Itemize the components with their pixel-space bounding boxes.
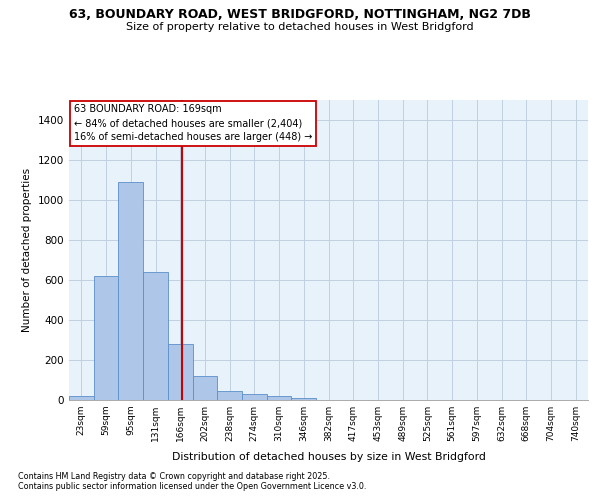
Bar [267, 396, 292, 400]
Bar [118, 182, 143, 400]
Text: Contains HM Land Registry data © Crown copyright and database right 2025.: Contains HM Land Registry data © Crown c… [18, 472, 330, 481]
Text: Contains public sector information licensed under the Open Government Licence v3: Contains public sector information licen… [18, 482, 367, 491]
Text: 63, BOUNDARY ROAD, WEST BRIDGFORD, NOTTINGHAM, NG2 7DB: 63, BOUNDARY ROAD, WEST BRIDGFORD, NOTTI… [69, 8, 531, 20]
Text: Distribution of detached houses by size in West Bridgford: Distribution of detached houses by size … [172, 452, 486, 462]
Bar [168, 344, 193, 400]
Bar [143, 272, 168, 400]
Bar [69, 396, 94, 400]
Bar [242, 394, 267, 400]
Bar [94, 276, 118, 400]
Bar [292, 398, 316, 400]
Bar [193, 376, 217, 400]
Bar [217, 391, 242, 400]
Text: 63 BOUNDARY ROAD: 169sqm
← 84% of detached houses are smaller (2,404)
16% of sem: 63 BOUNDARY ROAD: 169sqm ← 84% of detach… [74, 104, 313, 142]
Y-axis label: Number of detached properties: Number of detached properties [22, 168, 32, 332]
Text: Size of property relative to detached houses in West Bridgford: Size of property relative to detached ho… [126, 22, 474, 32]
